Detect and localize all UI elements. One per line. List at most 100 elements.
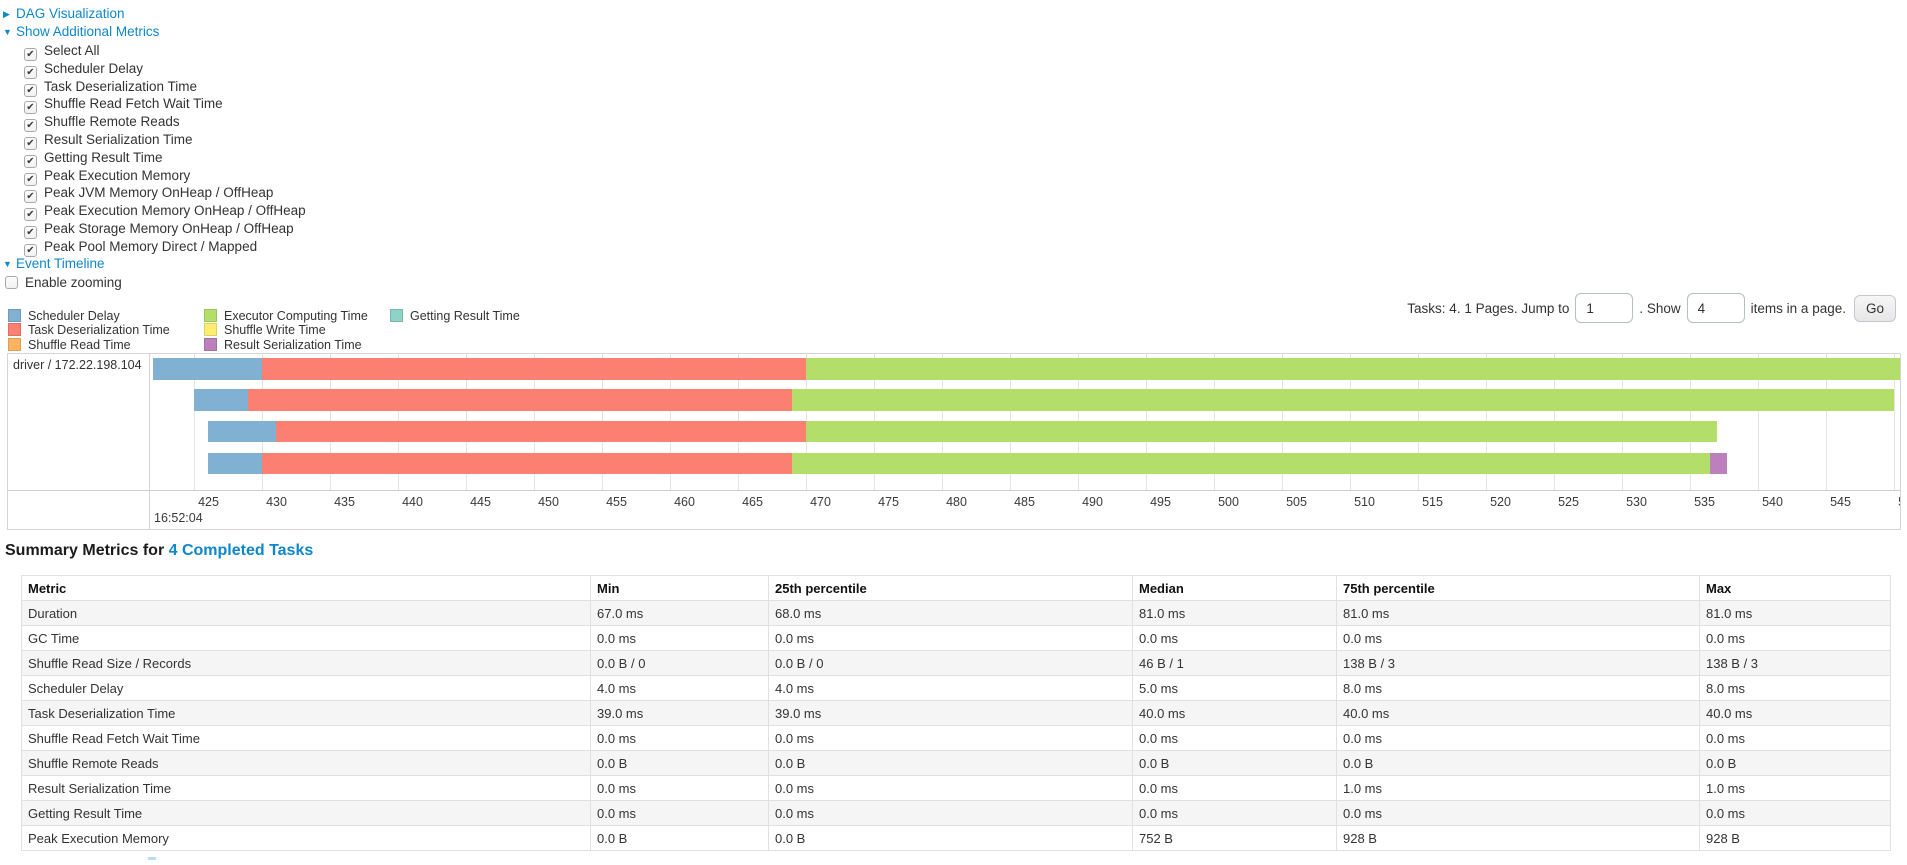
- metric-checkbox[interactable]: ✔: [24, 83, 37, 97]
- show-additional-metrics-toggle[interactable]: ▼ Show Additional Metrics: [3, 24, 306, 39]
- legend-swatch-icon: [8, 323, 21, 337]
- task-segment-scheduler-delay[interactable]: [207, 420, 276, 442]
- metric-checkbox-row: ✔ Peak Execution Memory OnHeap / OffHeap: [24, 202, 306, 222]
- metric-checkbox-label: Shuffle Read Fetch Wait Time: [44, 96, 223, 112]
- table-cell: 0.0 ms: [1132, 775, 1337, 801]
- legend-column: Scheduler Delay Task Deserialization Time…: [8, 309, 190, 352]
- task-segment-result-serialization-time[interactable]: [1710, 452, 1727, 474]
- timeline-tick-label: 440: [402, 495, 423, 509]
- legend-label: Executor Computing Time: [224, 309, 368, 323]
- task-segment-executor-computing-time[interactable]: [806, 420, 1718, 442]
- task-bar[interactable]: [194, 389, 1895, 411]
- task-bar[interactable]: [207, 452, 1727, 474]
- timeline-tick-label: 465: [742, 495, 763, 509]
- chevron-right-icon: ▶: [3, 9, 10, 19]
- table-cell: 1.0 ms: [1699, 775, 1891, 801]
- task-segment-task-deserialization-time[interactable]: [262, 358, 807, 380]
- task-segment-scheduler-delay[interactable]: [207, 452, 263, 474]
- metric-checkbox[interactable]: ✔: [24, 136, 37, 150]
- additional-metrics-checklist: ✔ Select All ✔ Scheduler Delay ✔ Task Deseria…: [24, 42, 306, 257]
- table-cell: 0.0 B: [768, 825, 1133, 851]
- table-row: Scheduler Delay 4.0 ms 4.0 ms 5.0 ms 8.0 ms 8…: [21, 675, 1891, 701]
- table-cell: 0.0 ms: [1132, 725, 1337, 751]
- table-cell: 0.0 ms: [590, 800, 769, 826]
- legend-item: Executor Computing Time: [204, 309, 376, 323]
- timeline-tick-label: 435: [334, 495, 355, 509]
- metric-checkbox[interactable]: ✔: [24, 172, 37, 186]
- metric-checkbox-label: Peak Pool Memory Direct / Mapped: [44, 238, 258, 254]
- timeline-tick-label: 530: [1626, 495, 1647, 509]
- legend-swatch-icon: [390, 309, 403, 322]
- table-cell: 0.0 ms: [1336, 625, 1700, 651]
- legend-item: Shuffle Read Time: [8, 337, 190, 352]
- executor-row-label: driver / 172.22.198.104: [13, 358, 142, 372]
- timeline-gridline: [194, 354, 196, 490]
- table-cell: 0.0 ms: [768, 725, 1133, 751]
- timeline-tick-label: 475: [878, 495, 899, 509]
- task-segment-scheduler-delay[interactable]: [153, 358, 263, 380]
- timeline-tick-label: 485: [1014, 495, 1035, 509]
- table-cell: 0.0 ms: [768, 775, 1133, 801]
- page-size-input[interactable]: [1686, 293, 1745, 323]
- table-cell: 0.0 B: [590, 825, 769, 851]
- metric-checkbox[interactable]: ✔: [24, 243, 37, 257]
- timeline-tick-label: 425: [198, 495, 219, 509]
- table-row: Shuffle Remote Reads 0.0 B 0.0 B 0.0 B 0.0 B…: [21, 750, 1891, 776]
- completed-tasks-link[interactable]: 4 Completed Tasks: [168, 542, 314, 559]
- timeline-tick-label: 515: [1422, 495, 1443, 509]
- table-cell: 4.0 ms: [768, 675, 1133, 701]
- table-row: Shuffle Read Fetch Wait Time 0.0 ms 0.0 ms…: [21, 725, 1891, 751]
- timeline-gridline: [1894, 354, 1896, 490]
- task-pagination: Tasks: 4. 1 Pages. Jump to . Show items …: [1407, 293, 1896, 323]
- table-cell: 928 B: [1699, 825, 1891, 851]
- table-cell: 40.0 ms: [1699, 700, 1891, 726]
- timeline-tick-label: 470: [810, 495, 831, 509]
- enable-zooming-checkbox[interactable]: [5, 275, 18, 289]
- legend-swatch-icon: [204, 309, 217, 322]
- task-segment-executor-computing-time[interactable]: [792, 452, 1711, 474]
- timeline-tick-label: 430: [266, 495, 287, 509]
- table-cell: 39.0 ms: [590, 700, 769, 726]
- metric-checkbox[interactable]: ✔: [24, 65, 37, 79]
- metric-checkbox-row: ✔ Scheduler Delay: [24, 60, 306, 79]
- table-cell: 0.0 ms: [1699, 800, 1891, 826]
- task-segment-task-deserialization-time[interactable]: [248, 389, 793, 411]
- task-bar[interactable]: [153, 358, 1900, 380]
- jump-to-page-input[interactable]: [1575, 293, 1634, 323]
- table-cell: Getting Result Time: [21, 800, 591, 826]
- table-cell: 8.0 ms: [1336, 675, 1700, 701]
- event-timeline-toggle[interactable]: ▼ Event Timeline: [3, 256, 306, 271]
- task-segment-scheduler-delay[interactable]: [194, 389, 249, 411]
- task-segment-executor-computing-time[interactable]: [792, 389, 1895, 411]
- table-cell: 81.0 ms: [1336, 600, 1700, 626]
- timeline-tick-label: 450: [538, 495, 559, 509]
- timeline-legend: Scheduler Delay Task Deserialization Time…: [8, 309, 534, 352]
- go-button[interactable]: Go: [1853, 294, 1896, 322]
- table-cell: 4.0 ms: [590, 675, 769, 701]
- task-segment-task-deserialization-time[interactable]: [275, 420, 807, 442]
- metric-checkbox-row: ✔ Result Serialization Time: [24, 131, 306, 150]
- task-bar[interactable]: [207, 420, 1718, 442]
- metric-checkbox[interactable]: ✔: [24, 190, 37, 204]
- metric-checkbox[interactable]: ✔: [24, 119, 37, 133]
- metric-checkbox-label: Peak Storage Memory OnHeap / OffHeap: [44, 220, 294, 236]
- metric-checkbox[interactable]: ✔: [24, 208, 37, 222]
- show-additional-metrics-label: Show Additional Metrics: [16, 24, 160, 39]
- metric-checkbox[interactable]: ✔: [24, 225, 37, 239]
- metric-checkbox-row: ✔ Shuffle Remote Reads: [24, 113, 306, 133]
- legend-label: Result Serialization Time: [224, 337, 362, 352]
- timeline-tick-label: 445: [470, 495, 491, 509]
- table-header-cell: Metric: [21, 575, 591, 601]
- metric-checkbox[interactable]: ✔: [24, 48, 37, 61]
- timeline-plot-area[interactable]: 425 430 435 440 445 450 455 460 465 470 475 480 485 4…: [150, 354, 1900, 529]
- task-segment-executor-computing-time[interactable]: [806, 358, 1900, 380]
- metric-checkbox-label: Task Deserialization Time: [44, 78, 198, 94]
- table-cell: 40.0 ms: [1132, 700, 1337, 726]
- table-header-row: Metric Min 25th percentile Median 75th perce…: [21, 575, 1891, 601]
- metric-checkbox[interactable]: ✔: [24, 154, 37, 168]
- task-segment-task-deserialization-time[interactable]: [262, 452, 793, 474]
- table-header-cell: Median: [1132, 575, 1337, 601]
- dag-visualization-toggle[interactable]: ▶ DAG Visualization: [3, 6, 306, 21]
- metric-checkbox[interactable]: ✔: [24, 101, 37, 115]
